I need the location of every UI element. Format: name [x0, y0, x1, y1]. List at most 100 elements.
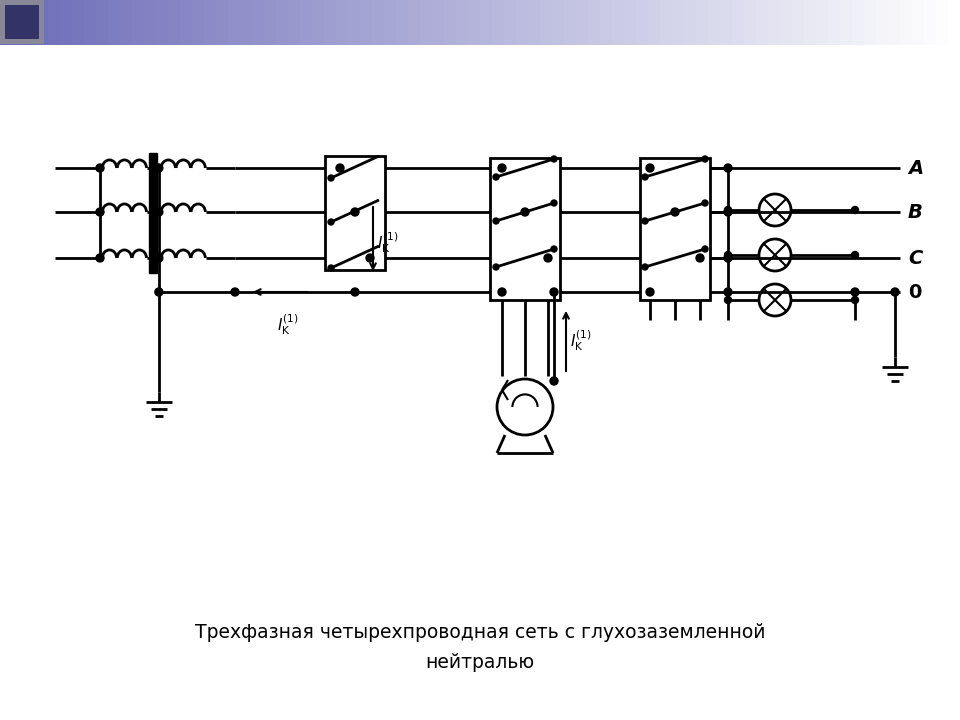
Bar: [576, 0, 589, 45]
Bar: [276, 0, 289, 45]
Circle shape: [498, 164, 506, 172]
Bar: [540, 0, 553, 45]
Bar: [804, 0, 817, 45]
Bar: [60, 0, 73, 45]
Bar: [732, 0, 745, 45]
Bar: [180, 0, 193, 45]
Bar: [12, 0, 25, 45]
Bar: [132, 0, 145, 45]
Bar: [0, 0, 13, 45]
Bar: [325, 156, 385, 270]
Circle shape: [646, 164, 654, 172]
Bar: [48, 0, 61, 45]
Bar: [612, 0, 625, 45]
Bar: [924, 0, 937, 45]
Bar: [516, 0, 529, 45]
Bar: [168, 0, 181, 45]
Bar: [149, 153, 156, 273]
Circle shape: [642, 218, 648, 224]
Bar: [816, 0, 829, 45]
Circle shape: [852, 251, 858, 258]
Circle shape: [642, 174, 648, 180]
Circle shape: [724, 208, 732, 216]
Text: Трехфазная четырехпроводная сеть с глухозаземленной: Трехфазная четырехпроводная сеть с глухо…: [195, 623, 765, 642]
Bar: [720, 0, 733, 45]
Bar: [936, 0, 949, 45]
Bar: [708, 0, 721, 45]
Bar: [204, 0, 217, 45]
Bar: [600, 0, 613, 45]
Bar: [240, 0, 253, 45]
Bar: [72, 0, 85, 45]
Text: нейтралью: нейтралью: [425, 652, 535, 672]
Circle shape: [550, 288, 558, 296]
Circle shape: [96, 254, 104, 262]
Bar: [888, 0, 901, 45]
Circle shape: [702, 200, 708, 206]
Circle shape: [852, 207, 858, 214]
Bar: [456, 0, 469, 45]
Bar: [840, 0, 853, 45]
Text: $I_{\rm K}^{(1)}$: $I_{\rm K}^{(1)}$: [570, 328, 592, 354]
Bar: [588, 0, 601, 45]
Circle shape: [231, 288, 239, 296]
Text: A: A: [908, 158, 924, 178]
Bar: [312, 0, 325, 45]
Bar: [660, 0, 673, 45]
Circle shape: [366, 254, 374, 262]
Circle shape: [155, 254, 163, 262]
Bar: [780, 0, 793, 45]
Circle shape: [336, 164, 344, 172]
Bar: [156, 0, 169, 45]
Bar: [288, 0, 301, 45]
Bar: [864, 0, 877, 45]
Text: $I_{\rm K}^{(1)}$: $I_{\rm K}^{(1)}$: [377, 230, 398, 256]
Bar: [636, 0, 649, 45]
Bar: [684, 0, 697, 45]
Circle shape: [155, 164, 163, 172]
Bar: [768, 0, 781, 45]
Circle shape: [328, 219, 334, 225]
Bar: [564, 0, 577, 45]
Bar: [468, 0, 481, 45]
Circle shape: [891, 288, 899, 296]
Circle shape: [550, 377, 558, 385]
Circle shape: [493, 174, 499, 180]
Circle shape: [725, 297, 732, 304]
Circle shape: [725, 251, 732, 258]
Bar: [480, 0, 493, 45]
Bar: [792, 0, 805, 45]
Circle shape: [328, 175, 334, 181]
Circle shape: [498, 288, 506, 296]
Circle shape: [724, 164, 732, 172]
Bar: [876, 0, 889, 45]
Bar: [336, 0, 349, 45]
Circle shape: [96, 164, 104, 172]
Circle shape: [351, 208, 359, 216]
Bar: [192, 0, 205, 45]
Bar: [264, 0, 277, 45]
Circle shape: [96, 208, 104, 216]
Circle shape: [642, 264, 648, 270]
Bar: [624, 0, 637, 45]
Circle shape: [551, 200, 557, 206]
Bar: [36, 0, 49, 45]
Circle shape: [702, 156, 708, 162]
Bar: [828, 0, 841, 45]
Bar: [252, 0, 265, 45]
Bar: [120, 0, 133, 45]
Text: C: C: [908, 248, 923, 268]
Bar: [24, 0, 37, 45]
Bar: [300, 0, 313, 45]
Text: 0: 0: [908, 282, 922, 302]
Bar: [528, 0, 541, 45]
Circle shape: [646, 288, 654, 296]
Bar: [420, 0, 433, 45]
Circle shape: [544, 254, 552, 262]
Bar: [96, 0, 109, 45]
Bar: [144, 0, 157, 45]
Bar: [640, 158, 710, 300]
Bar: [744, 0, 757, 45]
Bar: [444, 0, 457, 45]
Bar: [0, 0, 44, 44]
